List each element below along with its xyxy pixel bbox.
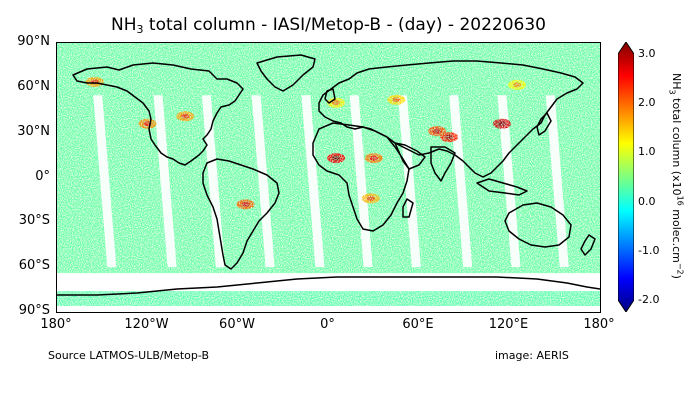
colorbar-tick-label: -1.0 [638, 243, 660, 257]
lat-tick-label: 30°S [18, 213, 50, 229]
map-plot-area [56, 42, 601, 313]
hotspot-core-russia-west [392, 97, 401, 103]
image-credit: image: AERIS [495, 349, 569, 362]
colorbar-tick-label: 3.0 [638, 47, 656, 60]
hotspot-core-east-siberia [513, 82, 522, 88]
lon-tick-label: 180° [40, 317, 72, 332]
lat-tick-label: 60°N [17, 78, 50, 94]
coastline-new-zealand [580, 234, 596, 256]
coastline-great-britain [324, 88, 336, 104]
coastline-australia [504, 202, 572, 248]
hotspot-core-pakistan [433, 128, 442, 134]
hotspot-core-southern-africa [366, 195, 375, 201]
coastline-antarctica [57, 276, 600, 296]
lon-tick-label: 60°W [219, 317, 255, 332]
colorbar-tick-label: 0.0 [638, 194, 656, 208]
lon-tick-label: 0° [320, 317, 335, 332]
hotspot-core-sahel-west [332, 155, 341, 161]
lon-tick-label: 60°E [402, 317, 434, 332]
orbit-gap [545, 95, 569, 268]
colorbar-tick-label: 1.0 [638, 145, 656, 159]
coastline-africa [312, 122, 410, 232]
coastline-north-america [72, 62, 244, 166]
colorbar-tick-label: -2.0 [638, 293, 660, 306]
coastline-arabia [394, 142, 426, 170]
source-credit: Source LATMOS-ULB/Metop-B [48, 349, 209, 362]
colorbar-title: NH3 total column (x1016 molec.cm−2) [667, 73, 685, 279]
orbit-gap [201, 95, 225, 268]
hotspot-core-sudan [369, 155, 378, 161]
coastline-indonesia [476, 178, 528, 196]
map-title: NH3 total column - IASI/Metop-B - (day) … [111, 15, 546, 36]
hotspot-core-western-europe [332, 100, 341, 106]
orbit-gap-layer [93, 95, 569, 268]
coastlines [57, 54, 600, 296]
colorbar-gradient [617, 41, 635, 313]
orbit-gap [251, 95, 275, 268]
hotspot-core-us-midwest [181, 113, 190, 119]
lat-tick-label: 60°S [18, 258, 50, 274]
coastline-greenland [256, 54, 316, 92]
coastline-japan [536, 112, 552, 136]
hotspot-core-north-china-plain [497, 121, 506, 127]
antarctic-field [57, 291, 600, 307]
coastline-madagascar [402, 198, 414, 218]
colorbar-tick-label: 2.0 [638, 96, 656, 110]
lat-tick-label: 90°N [17, 34, 50, 49]
orbit-gap [397, 95, 421, 268]
orbit-gap [497, 95, 521, 268]
colorbar [617, 41, 635, 313]
ammonia-column-map [57, 43, 600, 307]
lon-tick-label: 120°E [488, 317, 529, 332]
orbit-gap [93, 95, 117, 268]
lat-tick-label: 90°S [18, 303, 50, 318]
hotspot-core-brazil-south [241, 201, 250, 207]
coastline-south-america [202, 158, 280, 270]
lon-tick-label: 180° [583, 317, 615, 332]
orbit-gap [153, 95, 177, 268]
lat-tick-label: 30°N [17, 123, 50, 139]
lon-tick-label: 120°W [124, 317, 169, 332]
hotspot-core-indo-gangetic-plain [445, 134, 454, 140]
orbit-gap [301, 95, 325, 268]
lat-tick-label: 0° [35, 168, 50, 184]
coastline-india [430, 146, 456, 182]
orbit-gap [349, 95, 373, 268]
